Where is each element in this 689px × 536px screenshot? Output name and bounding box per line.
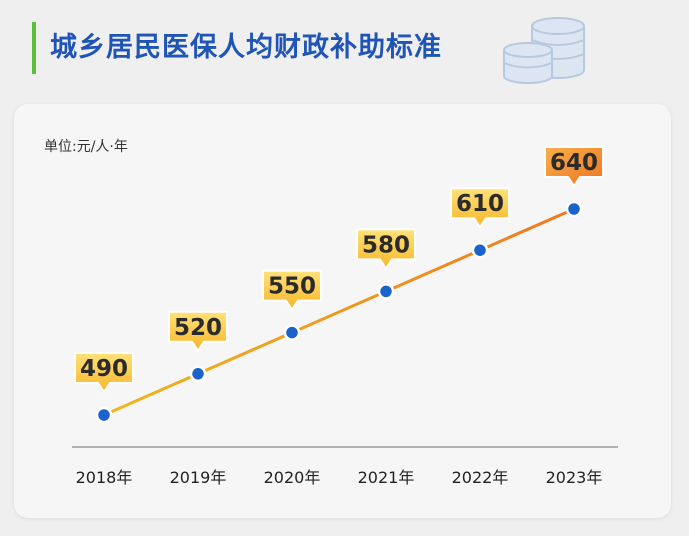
data-label-box <box>262 269 322 312</box>
x-tick-label: 2018年 <box>76 468 133 487</box>
data-label: 550 <box>262 269 322 312</box>
coin-stack-icon <box>503 17 585 84</box>
data-label-text: 580 <box>362 232 410 258</box>
x-tick-label: 2022年 <box>452 468 509 487</box>
series-line <box>103 207 575 417</box>
x-tick-label: 2021年 <box>358 468 415 487</box>
data-point <box>471 241 489 259</box>
data-point <box>189 365 207 383</box>
data-label-box <box>74 352 134 394</box>
data-label-box <box>168 310 228 353</box>
page-title: 城乡居民医保人均财政补助标准 <box>50 32 442 63</box>
data-label: 520 <box>168 310 228 353</box>
x-tick-label: 2023年 <box>546 468 603 487</box>
data-label-text: 640 <box>550 150 598 176</box>
data-point <box>565 200 583 218</box>
x-tick-label: 2020年 <box>264 468 321 487</box>
data-point <box>95 406 113 424</box>
data-label-text: 490 <box>80 356 128 382</box>
data-label: 610 <box>450 187 510 230</box>
data-label: 490 <box>74 352 134 394</box>
data-label-box <box>356 228 416 271</box>
x-tick-label: 2019年 <box>170 468 227 487</box>
data-point <box>283 324 301 341</box>
data-label: 640 <box>544 146 604 188</box>
title-accent-bar <box>32 22 36 74</box>
unit-label: 单位:元/人·年 <box>44 139 128 155</box>
data-label: 580 <box>356 228 416 271</box>
data-label-text: 520 <box>174 315 222 341</box>
data-label-box <box>450 187 510 230</box>
data-label-box <box>544 146 604 188</box>
data-point <box>377 283 395 300</box>
data-label-text: 610 <box>456 191 504 217</box>
data-label-text: 550 <box>268 274 316 300</box>
